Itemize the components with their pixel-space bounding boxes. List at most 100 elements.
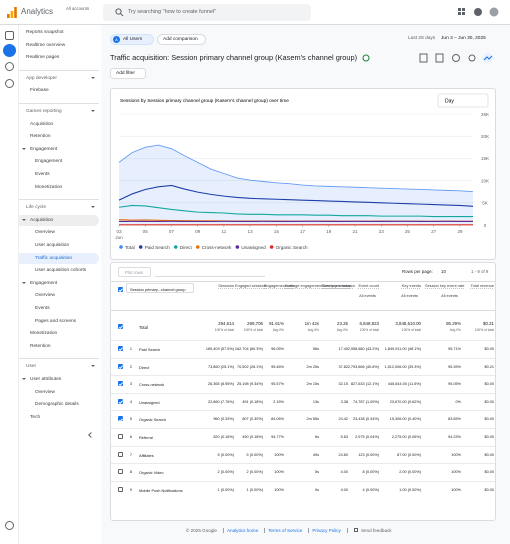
granularity-select[interactable] [437, 93, 489, 108]
nav-item[interactable]: Tech [30, 414, 41, 420]
nav-subitem[interactable]: Pages and screens [35, 318, 77, 324]
nav-subitem[interactable]: User acquisition [35, 243, 70, 248]
footer-link[interactable]: Terms of Service [264, 528, 303, 533]
column-header[interactable]: Total revenue [470, 283, 494, 288]
dimension-label: Session primary...channel group [130, 286, 186, 292]
section-caret[interactable] [91, 206, 95, 209]
nav-subitem[interactable]: Events [35, 172, 50, 177]
advertising-icon[interactable] [5, 79, 14, 88]
row-checkbox[interactable] [118, 434, 123, 439]
column-subheader[interactable]: All events [441, 293, 458, 298]
row-checkbox[interactable] [118, 451, 123, 457]
nav-subitem[interactable]: Demographic details [35, 402, 79, 408]
row-checkbox[interactable] [118, 398, 123, 404]
row-index: 5 [129, 417, 132, 422]
row-dimension[interactable]: Direct [139, 364, 150, 370]
column-subheader[interactable]: All events [359, 293, 376, 298]
nav-item[interactable]: Acquisition [30, 121, 54, 127]
explore-icon[interactable] [5, 62, 14, 71]
row-checkbox[interactable] [118, 363, 123, 369]
row-dimension[interactable]: Referral [139, 435, 153, 440]
nav-item[interactable]: Realtime overview [26, 42, 66, 48]
item-caret[interactable] [22, 281, 26, 284]
nav-item[interactable]: Retention [30, 134, 51, 140]
row-value: 25,198 (9.34%) [237, 382, 263, 387]
nav-section[interactable]: App developer [26, 75, 57, 81]
search-box[interactable]: Try searching "how to create funnel" [103, 4, 311, 21]
search-rows[interactable] [155, 267, 265, 277]
nav-subitem[interactable]: Overview [35, 389, 55, 395]
total-checkbox[interactable] [118, 324, 123, 329]
nav-subitem[interactable]: Traffic acquisition [35, 255, 73, 261]
row-dimension[interactable]: Paid Search [139, 347, 161, 352]
footer-link[interactable]: Analytics home [222, 528, 259, 533]
row-dimension[interactable]: Organic Video [139, 470, 164, 476]
total-rule [111, 310, 495, 311]
column-header[interactable]: Average engagement time per session [285, 283, 352, 288]
row-value: 2m 15s [306, 382, 319, 387]
row-checkbox[interactable] [118, 381, 123, 387]
home-icon[interactable] [5, 31, 14, 40]
header-checkbox[interactable] [118, 287, 123, 292]
nav-item[interactable]: Reports snapshot [26, 30, 64, 35]
nav-subitem[interactable]: Events [35, 306, 50, 311]
nav-subitem[interactable]: Overview [35, 230, 55, 236]
nav-item[interactable]: Firebase [30, 88, 49, 94]
account-picker[interactable]: All accounts [66, 6, 90, 11]
date-range[interactable]: Jun 3 – Jun 30, 2025 [441, 36, 486, 41]
top-icons[interactable] [458, 7, 503, 19]
column-header[interactable]: Engaged sessions [235, 283, 267, 288]
section-caret[interactable] [91, 365, 95, 368]
collapse-button[interactable] [88, 432, 94, 439]
row-checkbox[interactable] [118, 486, 123, 492]
section-caret[interactable] [91, 110, 95, 112]
nav-item[interactable]: Monetization [30, 331, 58, 337]
row-dimension[interactable]: Affiliates [139, 452, 154, 458]
nav-section[interactable]: User [26, 364, 37, 370]
footer-link[interactable]: Privacy Policy [308, 528, 341, 533]
title-icons[interactable] [362, 53, 498, 65]
column-header[interactable]: Sessions [218, 283, 234, 288]
dimension-select[interactable]: Session primary...channel group [126, 283, 194, 293]
add-comparison[interactable]: Add comparison [157, 34, 206, 45]
nav-item[interactable]: Engagement [30, 280, 58, 286]
nav-subitem[interactable]: Overview [35, 293, 55, 299]
nav-item[interactable]: Acquisition [30, 217, 54, 223]
reports-icon[interactable] [3, 44, 16, 57]
column-header[interactable]: Events per session [322, 283, 355, 288]
item-caret[interactable] [22, 378, 26, 380]
nav-item[interactable]: Retention [30, 343, 51, 349]
nav-subitem[interactable]: Monetization [35, 184, 63, 190]
settings-icon[interactable] [5, 521, 14, 530]
nav-item[interactable]: User attributes [30, 377, 62, 382]
row-checkbox[interactable] [118, 346, 123, 351]
add-filter[interactable]: Add filter [110, 68, 146, 79]
item-caret[interactable] [22, 218, 26, 221]
column-header[interactable]: Session key event rate [425, 283, 465, 288]
nav-section[interactable]: Life cycle [26, 205, 46, 211]
section-caret[interactable] [91, 76, 95, 79]
nav-item[interactable]: Engagement [30, 146, 58, 152]
column-header[interactable]: Event count [358, 283, 379, 288]
row-dimension[interactable]: Cross-network [139, 382, 165, 388]
column-header[interactable]: Engagement rate [264, 283, 294, 288]
segment-chip[interactable]: A All Users [110, 34, 154, 45]
column-header[interactable]: Key events [401, 283, 421, 288]
rows-per-page[interactable]: 10 [441, 269, 446, 274]
item-caret[interactable] [22, 147, 26, 150]
nav-item[interactable]: Realtime pages [26, 55, 60, 61]
row-dimension[interactable]: Unassigned [139, 399, 160, 405]
row-dimension[interactable]: Mobile Push Notifications [139, 487, 183, 493]
plot-rows-button[interactable]: Plot rows [118, 267, 151, 277]
send-feedback[interactable]: Send feedback [360, 528, 392, 533]
y-tick-label: 0 [484, 223, 487, 228]
column-subheader[interactable]: All events [401, 293, 418, 298]
nav-subitem[interactable]: User acquisition cohorts [35, 268, 87, 274]
row-dimension[interactable]: Organic Search [139, 417, 167, 423]
nav-subitem[interactable]: Engagement [35, 159, 63, 165]
row-checkbox[interactable] [118, 469, 123, 475]
copyright: © 2025 Google [186, 528, 217, 533]
row-value: 6s [314, 435, 319, 439]
nav-section[interactable]: Games reporting [26, 109, 62, 114]
row-checkbox[interactable] [118, 416, 123, 422]
